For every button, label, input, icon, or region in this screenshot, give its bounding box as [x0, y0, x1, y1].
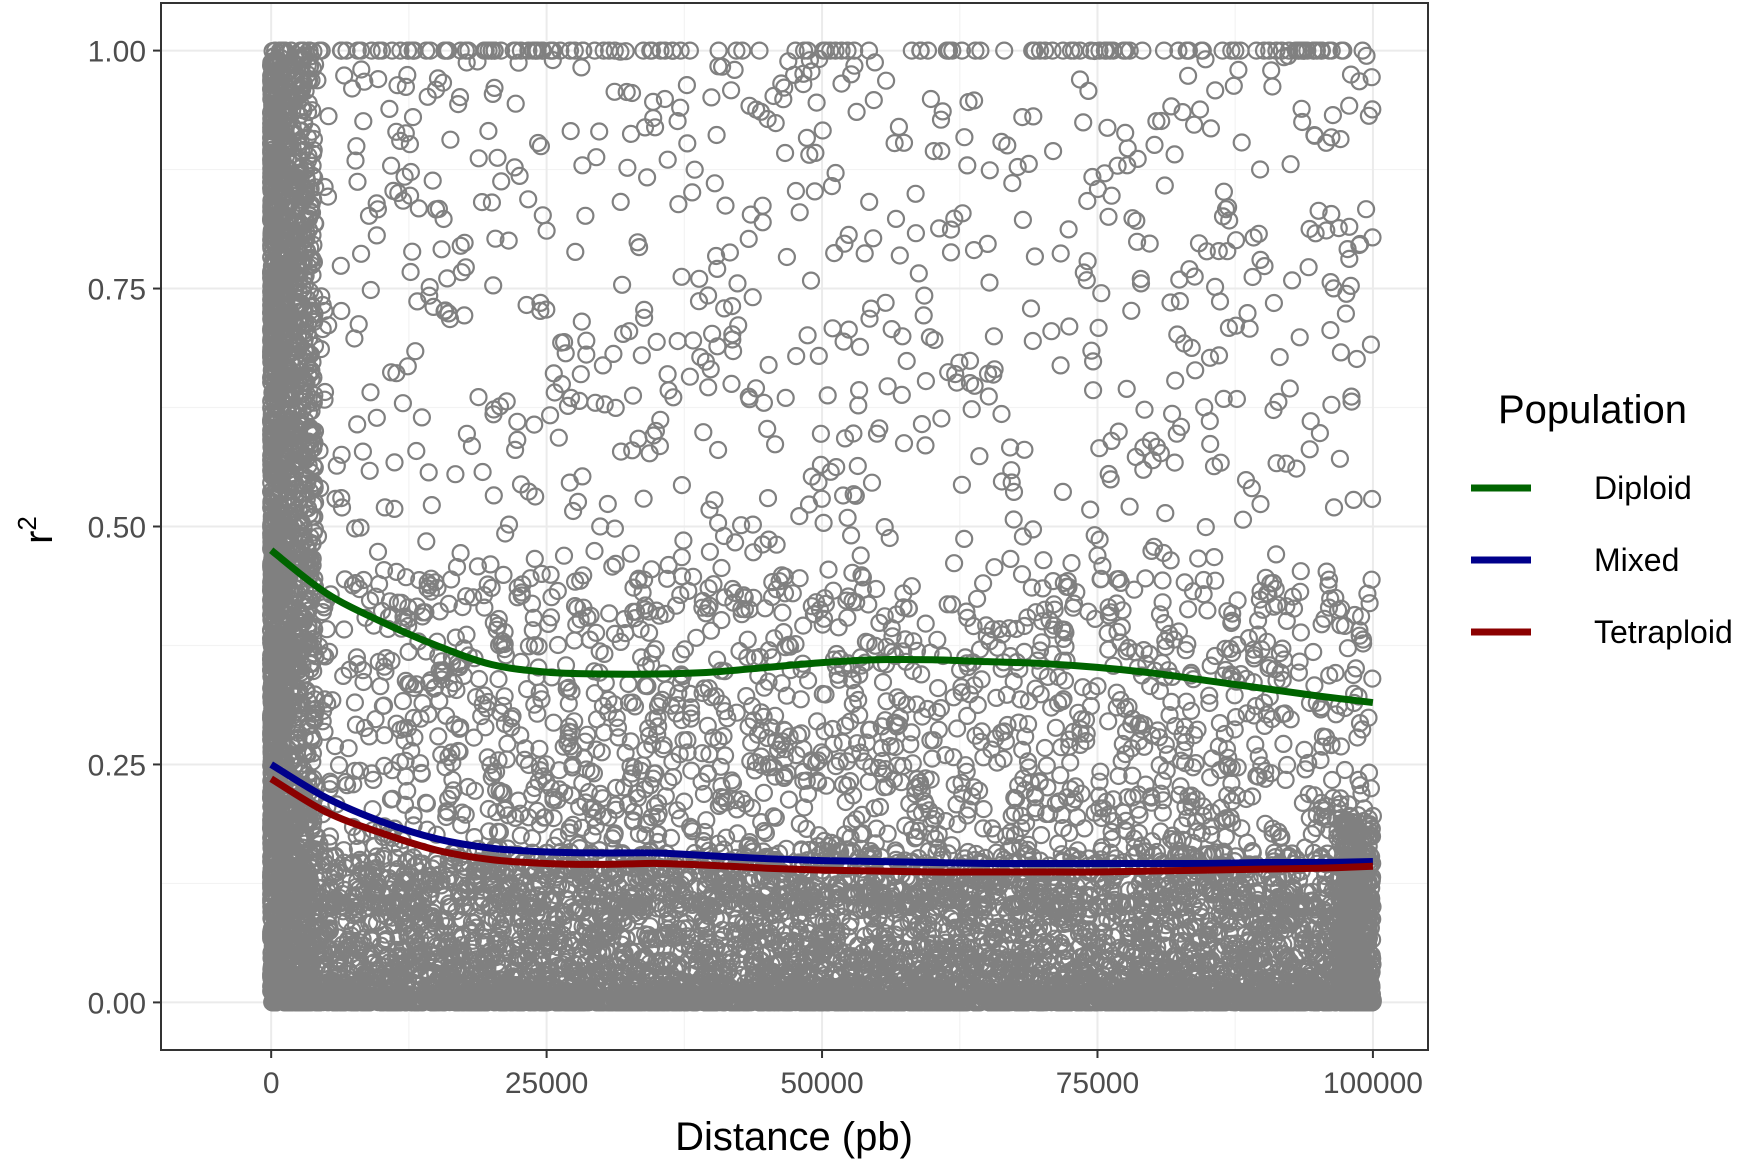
scatter-points [262, 41, 1383, 1012]
